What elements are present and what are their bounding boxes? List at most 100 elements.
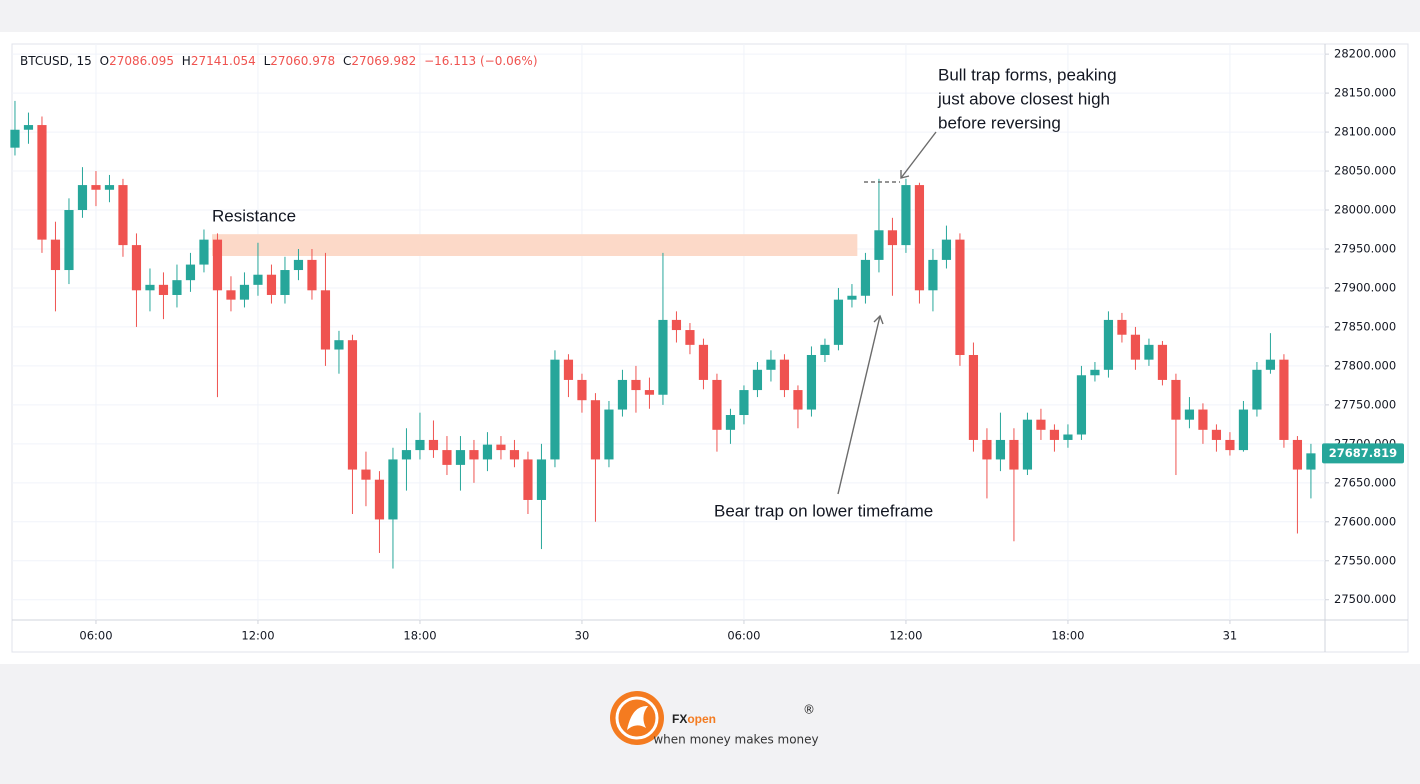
high-value: 27141.054 [191, 54, 256, 68]
candle-body [172, 280, 182, 295]
candle-body [428, 439, 439, 451]
candle-body [550, 359, 560, 460]
bull-trap-note: just above closest high [937, 89, 1110, 108]
high-prefix: H [182, 54, 191, 68]
candle-body [698, 344, 709, 380]
brand-dark: FX [672, 712, 687, 726]
candle-body [239, 284, 250, 300]
y-tick-label: 27500.000 [1334, 592, 1396, 606]
logo-ring [615, 696, 659, 740]
candle-body [631, 379, 641, 391]
candle-body [320, 290, 331, 350]
candle-body [604, 409, 614, 460]
candle-body [1184, 409, 1195, 420]
candle-body [901, 185, 911, 246]
candle-body [347, 340, 358, 470]
candle-body [388, 459, 398, 520]
open-prefix: O [100, 54, 109, 68]
low-value: 27060.978 [270, 54, 335, 68]
ticker-header: BTCUSD, 15 O27086.095 H27141.054 L27060.… [20, 54, 538, 68]
resistance-label: Resistance [212, 206, 296, 225]
candle-body [91, 185, 101, 190]
registered-mark: ® [803, 703, 815, 717]
candle-body [77, 185, 88, 211]
candle-body [577, 379, 587, 401]
candle-body [982, 439, 992, 460]
candle-body [1036, 419, 1046, 430]
candle-body [658, 319, 668, 395]
x-tick-label: 06:00 [79, 629, 112, 643]
candle-body [712, 379, 722, 430]
candle-body [482, 444, 493, 460]
bull-arrow [900, 131, 937, 179]
x-tick-label: 18:00 [403, 629, 436, 643]
y-tick-label: 28050.000 [1334, 164, 1396, 178]
candle-body [212, 239, 223, 291]
candle-body [590, 400, 601, 460]
candle-body [374, 479, 385, 520]
x-tick-label: 30 [575, 629, 590, 643]
candle-body [415, 439, 425, 451]
candle-body [1103, 319, 1114, 370]
y-tick-label: 27750.000 [1334, 397, 1396, 411]
candle-body [1144, 344, 1154, 360]
candle-body [1252, 369, 1262, 410]
y-tick-label: 27900.000 [1334, 280, 1396, 294]
candle-body [1198, 409, 1208, 430]
candle-body [995, 439, 1006, 460]
candle-body [847, 295, 857, 300]
open-value: 27086.095 [109, 54, 174, 68]
bear-trap-note: Bear trap on lower timeframe [714, 501, 933, 520]
candle-body [644, 390, 655, 395]
candle-body [266, 274, 277, 295]
x-tick-label: 31 [1223, 629, 1238, 643]
x-tick-label: 06:00 [727, 629, 760, 643]
close-value: 27069.982 [351, 54, 416, 68]
chart-panel [0, 32, 1420, 664]
last-price-tag [1322, 443, 1404, 464]
chart-frame [11, 43, 1409, 653]
axes: 27500.00027550.00027600.00027650.0002770… [79, 47, 1404, 643]
candle-body [523, 459, 533, 500]
logo-dragon [627, 705, 648, 730]
candle-body [671, 319, 682, 331]
resistance-zone [212, 234, 858, 257]
candle-body [1279, 359, 1289, 440]
y-tick-label: 28100.000 [1334, 125, 1396, 139]
grid [12, 44, 1325, 620]
candle-body [793, 390, 803, 410]
candle-body [131, 245, 142, 291]
candle-body [968, 354, 979, 440]
candle-body [64, 210, 74, 271]
candle-body [685, 330, 695, 345]
candle-body [536, 459, 547, 500]
bull-trap-note: before reversing [938, 113, 1061, 132]
candle-body [928, 259, 938, 291]
candle-body [226, 290, 236, 300]
x-tick-label: 18:00 [1051, 629, 1084, 643]
logo: FXopen ® when money makes money [610, 691, 819, 747]
tagline: when money makes money [653, 733, 818, 747]
y-tick-label: 27600.000 [1334, 514, 1396, 528]
candle-body [860, 259, 871, 296]
y-tick-label: 27950.000 [1334, 241, 1396, 255]
candle-body [50, 239, 61, 271]
candle-body [1009, 439, 1019, 470]
y-tick-label: 28000.000 [1334, 203, 1396, 217]
candle-body [104, 185, 115, 190]
y-tick-label: 28200.000 [1334, 47, 1396, 61]
candle-body [1076, 375, 1087, 435]
candle-body [253, 274, 263, 285]
candle-body [1063, 434, 1073, 440]
bull-trap-note: Bull trap forms, peaking [938, 65, 1117, 84]
candle-body [1171, 379, 1181, 420]
candle-body [401, 450, 412, 460]
y-tick-label: 27800.000 [1334, 358, 1396, 372]
candles [10, 100, 1316, 569]
candle-body [1225, 439, 1235, 451]
candle-body [941, 239, 952, 260]
candle-body [955, 239, 965, 355]
candle-body [1157, 344, 1168, 380]
candle-body [766, 359, 776, 370]
